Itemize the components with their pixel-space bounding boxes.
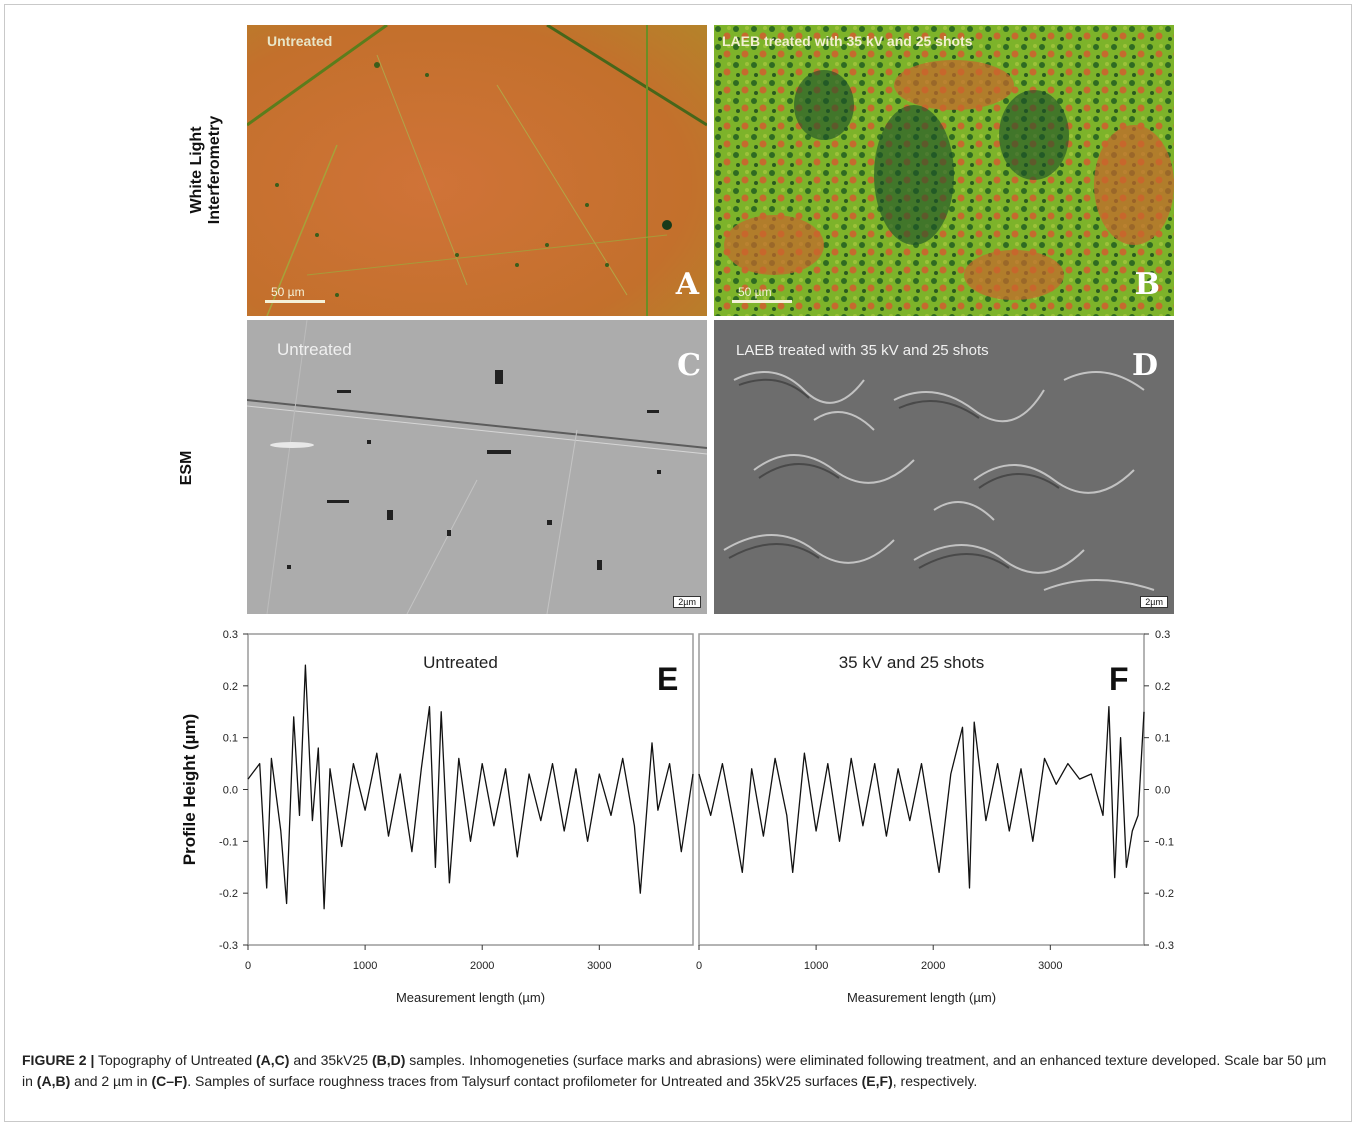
panel-c-scale-label: 2µm [673,596,701,608]
panel-a-letter: A [675,267,699,302]
panel-c-sem-untreated: Untreated C 2µm [247,320,707,614]
caption-ref-ac: (A,C) [256,1052,290,1068]
chart-e-ytick-label: 0.0 [223,785,238,797]
chart-f-letter: F [1109,661,1129,697]
figure-frame [4,4,1352,1122]
caption-text-4: and 2 µm in [70,1073,152,1089]
chart-e-letter: E [657,661,678,697]
chart-f-xtick-label: 0 [696,960,702,972]
panel-b-overlay-text: LAEB treated with 35 kV and 25 shots [722,33,973,49]
chart-f-xlabel: Measurement length (µm) [847,990,996,1005]
panel-a-scale-label: 50 µm [271,285,305,299]
caption-ref-bd: (B,D) [371,1052,406,1068]
caption-figure-label: FIGURE 2 | [22,1052,95,1068]
panel-c-overlay-text: Untreated [277,340,352,359]
chart-f-ytick-label: 0.0 [1155,785,1170,797]
chart-e-ylabel: Profile Height (µm) [180,714,199,865]
panel-b-scale-label: 50 µm [738,285,772,299]
chart-e-xtick-label: 1000 [353,960,377,972]
panel-b-texture [714,25,1174,316]
chart-f-ytick-label: -0.2 [1155,888,1174,900]
caption-text-1: Topography of Untreated [94,1052,257,1068]
caption-ref-cf: (C–F) [151,1073,188,1089]
chart-e-xtick-label: 3000 [587,960,611,972]
caption-text-5: . Samples of surface roughness traces fr… [187,1073,862,1089]
chart-e-annotation: Untreated [423,653,498,672]
chart-e-ytick-label: 0.2 [223,681,238,693]
caption-text-3: samples. Inhomogeneties (surface marks a… [22,1052,1327,1089]
profile-charts: 0 1000 2000 3000 -0.3 -0.2 -0.1 0.0 0.1 0.2 0.3 Unt… [180,629,1174,1005]
panel-d-sem-treated: LAEB treated with 35 kV and 25 shots D 2… [714,320,1174,614]
chart-f-ytick-label: -0.3 [1155,940,1174,952]
chart-e-ytick-label: -0.1 [219,836,238,848]
panel-a-texture [247,25,707,316]
panel-b-scale-bar [732,300,792,303]
panel-a-wli-untreated: Untreated A 50 µm [247,25,707,316]
chart-f-ytick-label: 0.3 [1155,629,1170,641]
chart-f-ytick-label: -0.1 [1155,836,1174,848]
panel-d-letter: D [1131,348,1158,383]
panel-d-scale-label: 2µm [1140,596,1168,608]
caption-text-6: , respectively. [892,1073,978,1089]
caption-ref-ef: (E,F) [861,1073,893,1089]
chart-f-xtick-label: 1000 [804,960,828,972]
chart-f-series-line [698,705,1145,889]
caption-ref-ab: (A,B) [36,1073,71,1089]
chart-f-frame [698,633,1145,946]
chart-e-ytick-label: 0.1 [223,733,238,745]
chart-f-xtick-label: 2000 [921,960,945,972]
chart-e-ytick-label: -0.3 [219,940,238,952]
panel-b-letter: B [1134,267,1160,302]
panel-c-texture [247,320,707,614]
chart-e-xtick-label: 0 [245,960,251,972]
chart-f-ytick-label: 0.2 [1155,681,1170,693]
caption-text-2: and 35kV25 [289,1052,372,1068]
figure-caption: FIGURE 2 | Topography of Untreated (A,C)… [22,1050,1338,1092]
panel-c-letter: C [677,348,701,383]
chart-e-ytick-label: 0.3 [223,629,238,641]
chart-f-annotation: 35 kV and 25 shots [839,653,985,672]
chart-f-ytick-label: 0.1 [1155,733,1170,745]
panel-a-overlay-text: Untreated [267,33,333,49]
chart-e-xlabel: Measurement length (µm) [396,990,545,1005]
panel-b-wli-treated: LAEB treated with 35 kV and 25 shots B 5… [714,25,1174,316]
chart-e-series-line [247,664,694,910]
panel-a-scale-bar [265,300,325,303]
panel-d-texture [714,320,1174,614]
chart-e-xtick-label: 2000 [470,960,494,972]
chart-f-xtick-label: 3000 [1038,960,1062,972]
panel-d-overlay-text: LAEB treated with 35 kV and 25 shots [736,342,989,359]
chart-e-ytick-label: -0.2 [219,888,238,900]
